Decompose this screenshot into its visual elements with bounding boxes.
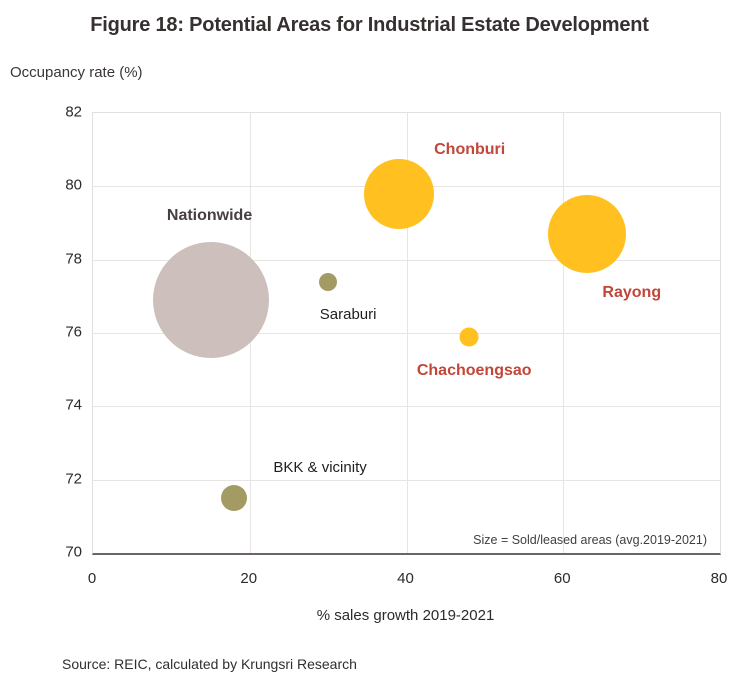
bubble-saraburi [319, 272, 338, 291]
y-tick-70: 70 [65, 543, 82, 561]
y-tick-76: 76 [65, 323, 82, 341]
bubble-label-chachoengsao: Chachoengsao [416, 361, 532, 379]
bubble-nationwide [152, 242, 269, 358]
bubble-bkk-vicinity [221, 485, 248, 511]
bubble-rayong [547, 195, 626, 273]
x-tick-20: 20 [240, 570, 258, 587]
x-axis-title: % sales growth 2019-2021 [316, 607, 495, 624]
gridline-y-78 [93, 259, 720, 261]
y-tick-78: 78 [65, 250, 82, 268]
source-note: Source: REIC, calculated by Krungsri Res… [62, 656, 357, 672]
gridline-y-74 [93, 406, 720, 408]
y-tick-72: 72 [65, 470, 82, 488]
x-tick-80: 80 [710, 570, 728, 587]
bubble-chonburi [363, 158, 434, 229]
bubble-label-saraburi: Saraburi [319, 305, 377, 323]
size-legend-note: Size = Sold/leased areas (avg.2019-2021) [473, 533, 707, 547]
plot-area: Nationwide Saraburi Chonburi Rayong Chachoen… [92, 112, 721, 555]
bubble-label-nationwide: Nationwide [166, 207, 253, 225]
bubble-chachoengsao [459, 327, 479, 347]
y-tick-80: 80 [65, 176, 82, 194]
bubble-label-chonburi: Chonburi [434, 140, 506, 158]
y-tick-74: 74 [65, 396, 82, 414]
gridline-y-76 [93, 333, 720, 334]
x-tick-60: 60 [553, 570, 571, 587]
y-axis-title: Occupancy rate (%) [10, 64, 143, 81]
bubble-label-bkk-vicinity: BKK & vicinity [273, 458, 367, 476]
bubble-label-rayong: Rayong [602, 284, 662, 302]
y-tick-82: 82 [65, 103, 82, 121]
x-tick-0: 0 [87, 570, 97, 587]
x-tick-40: 40 [397, 570, 414, 587]
gridline-y-72 [93, 479, 720, 481]
chart-title: Figure 18: Potential Areas for Industria… [90, 14, 649, 36]
